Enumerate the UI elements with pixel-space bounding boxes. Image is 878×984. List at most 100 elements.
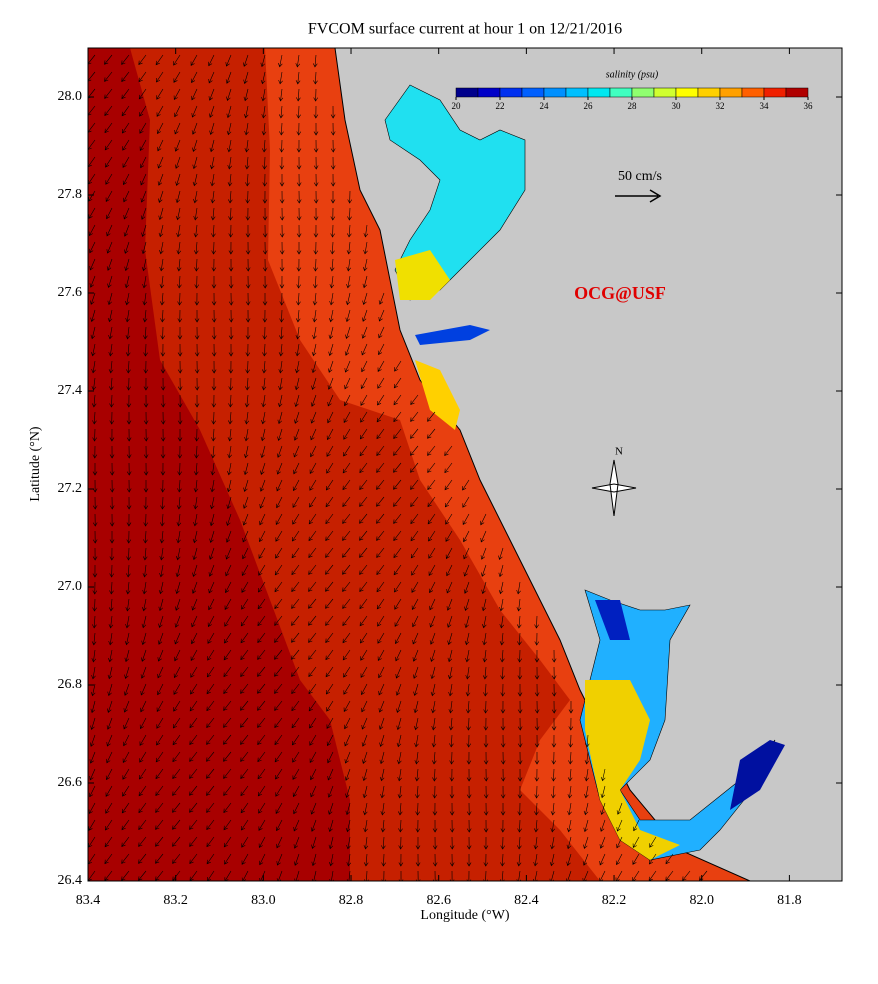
current-arrow (143, 496, 149, 510)
current-arrow (90, 683, 96, 697)
current-arrow (189, 819, 198, 830)
current-arrow (308, 632, 317, 643)
current-arrow (121, 54, 130, 65)
current-arrow (160, 462, 166, 476)
current-arrow (138, 88, 147, 100)
current-arrow (262, 241, 268, 255)
current-arrow (258, 802, 266, 814)
current-arrow (500, 853, 505, 867)
current-arrow (224, 853, 232, 865)
current-arrow (211, 360, 217, 374)
current-arrow (160, 360, 166, 374)
current-arrow (615, 853, 623, 866)
current-arrow (211, 241, 216, 255)
current-arrow (105, 819, 113, 831)
current-arrow (123, 683, 130, 696)
current-arrow (308, 547, 317, 559)
current-arrow (568, 717, 574, 731)
current-arrow (633, 819, 640, 832)
current-arrow (360, 411, 368, 423)
current-arrow (258, 819, 266, 831)
current-arrow (376, 513, 385, 524)
current-arrow (326, 734, 334, 747)
current-arrow (159, 564, 164, 578)
current-arrow (310, 819, 317, 832)
current-arrow (275, 547, 283, 559)
current-arrow (245, 275, 251, 289)
current-arrow (360, 632, 368, 644)
current-arrow (393, 411, 402, 423)
current-arrow (410, 479, 419, 490)
current-arrow (123, 734, 130, 747)
current-arrow (396, 717, 402, 731)
current-arrow (313, 71, 318, 85)
current-arrow (342, 649, 351, 661)
current-arrow (376, 479, 385, 490)
current-arrow (415, 802, 420, 816)
current-arrow (258, 530, 266, 543)
current-arrow (430, 649, 436, 662)
current-arrow (361, 360, 368, 373)
current-arrow (483, 683, 488, 697)
current-arrow (397, 785, 403, 799)
current-arrow (172, 768, 181, 779)
current-arrow (244, 394, 250, 408)
current-arrow (445, 513, 453, 525)
colorbar-swatch (455, 87, 479, 98)
current-arrow (499, 632, 505, 646)
current-arrow (88, 71, 96, 82)
current-arrow (378, 717, 385, 730)
current-arrow (583, 819, 589, 833)
current-arrow (279, 241, 285, 255)
current-arrow (105, 173, 113, 185)
current-arrow (155, 819, 164, 830)
current-arrow (125, 326, 131, 340)
current-arrow (308, 615, 317, 626)
current-arrow (361, 343, 368, 356)
current-arrow (245, 173, 250, 187)
current-arrow (156, 88, 164, 100)
current-arrow (517, 717, 523, 731)
current-arrow (275, 768, 283, 780)
current-arrow (463, 547, 470, 560)
current-arrow (393, 428, 402, 439)
current-arrow (108, 649, 113, 663)
x-tick-label: 82.2 (602, 893, 627, 908)
current-arrow (427, 496, 436, 508)
current-arrow (143, 360, 149, 374)
current-arrow (240, 802, 249, 814)
current-arrow (259, 870, 266, 881)
current-arrow (176, 258, 182, 272)
current-arrow (245, 224, 251, 238)
current-arrow (500, 700, 506, 714)
current-arrow (447, 666, 453, 680)
current-arrow (194, 343, 200, 357)
current-arrow (500, 717, 506, 731)
x-tick-label: 82.6 (426, 893, 451, 908)
current-arrow (262, 173, 268, 187)
current-arrow (413, 700, 419, 714)
current-arrow (394, 615, 402, 627)
current-arrow (227, 445, 232, 459)
current-arrow (376, 496, 385, 507)
current-arrow (313, 173, 319, 187)
current-arrow (211, 326, 217, 340)
current-arrow (89, 785, 96, 798)
current-arrow (104, 853, 113, 865)
current-arrow (415, 836, 421, 850)
current-arrow (226, 88, 232, 101)
current-arrow (159, 258, 164, 272)
colorbar-swatch (741, 87, 765, 98)
current-arrow (360, 683, 368, 696)
current-arrow (296, 105, 301, 119)
colorbar-swatch (675, 87, 699, 98)
current-arrow (241, 598, 249, 610)
current-arrow (380, 785, 385, 799)
current-arrow (309, 496, 317, 508)
current-arrow (226, 122, 232, 136)
current-arrow (291, 717, 300, 729)
current-arrow (363, 853, 369, 867)
current-arrow (344, 377, 351, 390)
current-arrow (274, 683, 283, 694)
